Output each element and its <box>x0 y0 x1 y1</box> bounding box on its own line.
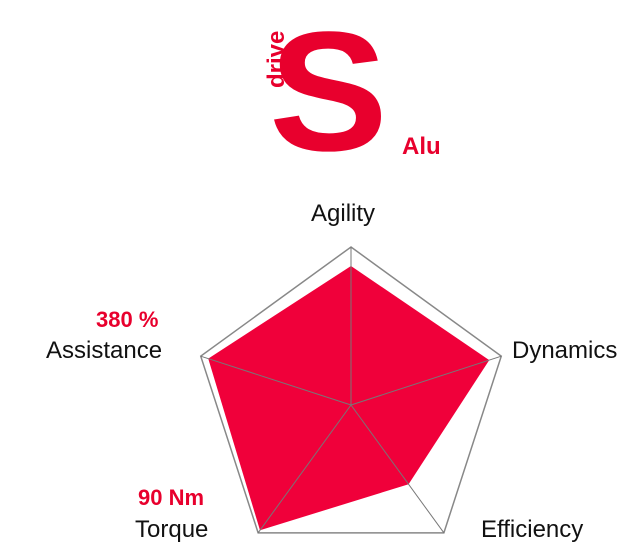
radar-outer-frame <box>199 246 503 534</box>
radar-spoke-assistance <box>200 355 352 406</box>
axis-label-efficiency: Efficiency <box>481 516 584 543</box>
radar-spoke-dynamics <box>350 355 502 406</box>
radar-spoke-efficiency <box>350 404 445 534</box>
logo-letter: S <box>269 10 388 160</box>
axis-label-torque: Torque <box>135 516 209 543</box>
logo-word-vertical: drive <box>263 31 290 88</box>
axis-label-assistance: Assistance <box>46 337 163 364</box>
axis-label-dynamics: Dynamics <box>512 337 618 364</box>
axis-label-agility: Agility <box>311 200 376 227</box>
radar-data-area <box>208 265 490 531</box>
drive-s-alu-logo: S drive Alu <box>263 10 441 160</box>
assistance-value-label: 380 % <box>96 307 159 332</box>
logo-word-suffix: Alu <box>402 133 441 160</box>
torque-value-label: 90 Nm <box>138 485 205 510</box>
radar-spokes <box>200 247 502 534</box>
radar-spoke-torque <box>257 404 352 534</box>
